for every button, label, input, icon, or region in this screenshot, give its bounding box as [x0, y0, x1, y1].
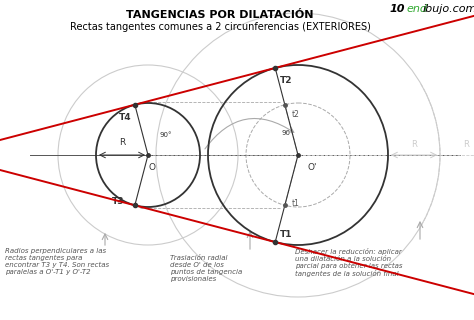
- Text: 90°: 90°: [160, 132, 172, 138]
- Text: Radios perpendiculares a las
rectas tangentes para
encontrar T3 y T4. Son rectas: Radios perpendiculares a las rectas tang…: [5, 248, 109, 275]
- Text: Deshacer la reducción: aplicar
una dilatación a la solución
parcial para obtener: Deshacer la reducción: aplicar una dilat…: [295, 248, 402, 277]
- Text: TANGENCIAS POR DILATACIÓN: TANGENCIAS POR DILATACIÓN: [126, 10, 314, 20]
- Text: t2: t2: [292, 110, 300, 119]
- Text: end: end: [406, 4, 427, 14]
- Text: R: R: [411, 140, 417, 149]
- Text: R: R: [463, 140, 469, 149]
- Text: O': O': [307, 163, 317, 172]
- Text: O: O: [148, 163, 155, 172]
- Text: t1: t1: [292, 199, 300, 208]
- Text: T2: T2: [280, 76, 293, 85]
- Text: ibujo.com: ibujo.com: [423, 4, 474, 14]
- Text: T4: T4: [118, 113, 131, 122]
- Text: R: R: [119, 138, 125, 147]
- Text: Rectas tangentes comunes a 2 circunferencias (EXTERIORES): Rectas tangentes comunes a 2 circunferen…: [70, 22, 371, 32]
- Text: T1: T1: [280, 229, 293, 239]
- Text: 10: 10: [390, 4, 405, 14]
- Text: 90°: 90°: [282, 130, 294, 136]
- Text: T3: T3: [112, 197, 125, 206]
- Text: Traslación radial
desde O' de los
puntos de tangencia
provisionales: Traslación radial desde O' de los puntos…: [170, 255, 242, 282]
